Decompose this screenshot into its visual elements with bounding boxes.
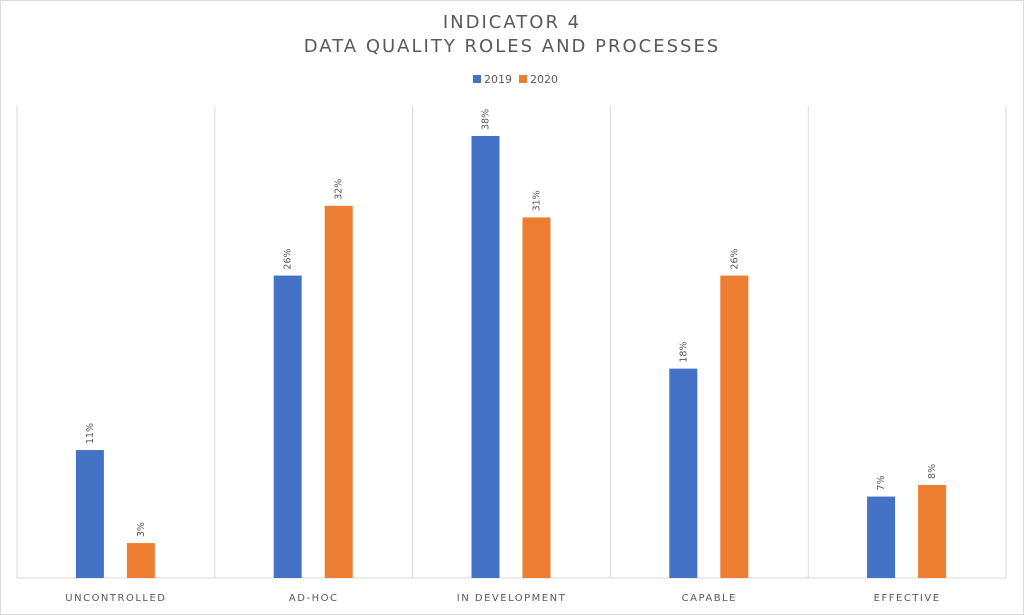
bar-2019-in-development (471, 136, 500, 578)
legend-swatch-2020 (519, 75, 527, 83)
bar-2019-effective (867, 496, 896, 578)
data-label: 11% (85, 423, 96, 444)
data-label: 18% (678, 342, 689, 363)
legend: 2019 2020 (473, 73, 558, 86)
data-label: 38% (481, 109, 492, 130)
data-label: 8% (927, 464, 938, 479)
data-label: 3% (136, 522, 147, 537)
data-label: 31% (532, 190, 543, 211)
bar-2020-uncontrolled (126, 543, 155, 578)
legend-label-2019: 2019 (484, 73, 512, 86)
bar-2020-ad-hoc (324, 205, 353, 578)
x-tick-label: CAPABLE (682, 593, 737, 604)
data-label: 7% (876, 476, 887, 491)
data-label: 26% (729, 248, 740, 269)
bar-2019-uncontrolled (75, 450, 104, 578)
data-label: 32% (334, 179, 345, 200)
bar-2020-in-development (522, 217, 551, 578)
bar-2020-capable (720, 275, 749, 578)
data-label: 26% (283, 248, 294, 269)
x-tick-label: AD-HOC (289, 593, 339, 604)
x-tick-label: IN DEVELOPMENT (457, 593, 566, 604)
legend-swatch-2019 (473, 75, 481, 83)
x-tick-label: UNCONTROLLED (65, 593, 166, 604)
x-tick-label: EFFECTIVE (874, 593, 941, 604)
bar-2020-effective (918, 484, 947, 578)
bar-2019-capable (669, 368, 698, 578)
bar-2019-ad-hoc (273, 275, 302, 578)
chart-title-line-2: DATA QUALITY ROLES AND PROCESSES (304, 36, 721, 57)
chart-title-line-1: INDICATOR 4 (443, 12, 581, 33)
legend-label-2020: 2020 (530, 73, 558, 86)
